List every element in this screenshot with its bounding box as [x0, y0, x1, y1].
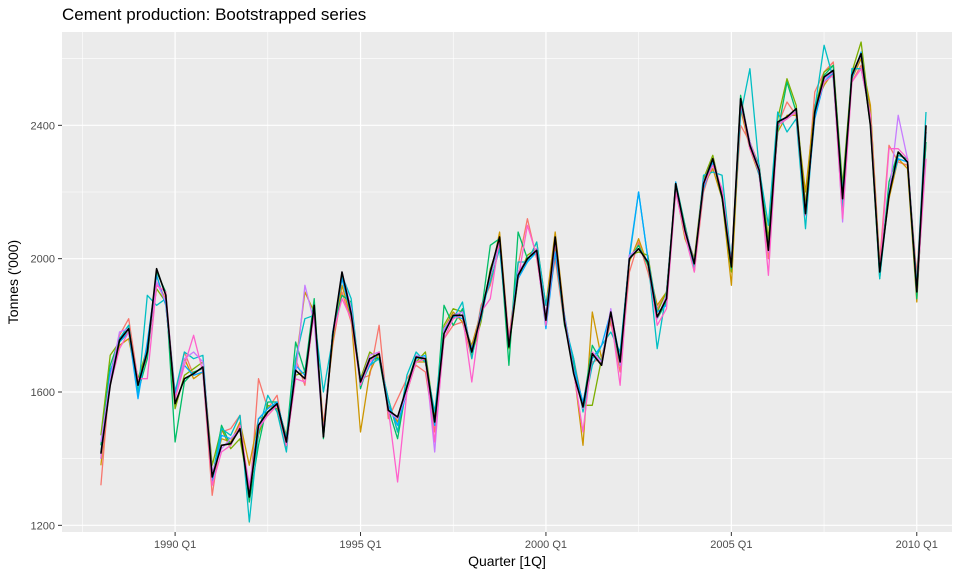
chart-title: Cement production: Bootstrapped series	[62, 5, 366, 24]
axis-ticks	[58, 124, 918, 536]
x-tick-label: 1995 Q1	[339, 539, 381, 551]
x-tick-label: 2005 Q1	[710, 539, 752, 551]
y-tick-label: 2400	[31, 120, 55, 132]
y-tick-label: 2000	[31, 254, 55, 266]
x-tick-label: 2000 Q1	[525, 539, 567, 551]
y-axis-title: Tonnes ('000)	[5, 240, 21, 324]
axis-tick-labels: 1990 Q1 1995 Q1 2000 Q1 2005 Q1 2010 Q1 1200 1…	[31, 120, 938, 551]
y-tick-label: 1200	[31, 520, 55, 532]
y-tick-label: 1600	[31, 387, 55, 399]
original-series-line	[100, 52, 927, 498]
x-axis-title: Quarter [1Q]	[468, 553, 546, 569]
x-tick-label: 1990 Q1	[154, 539, 196, 551]
plot-panel	[62, 32, 952, 532]
x-tick-label: 2010 Q1	[896, 539, 938, 551]
original-series	[100, 52, 927, 498]
